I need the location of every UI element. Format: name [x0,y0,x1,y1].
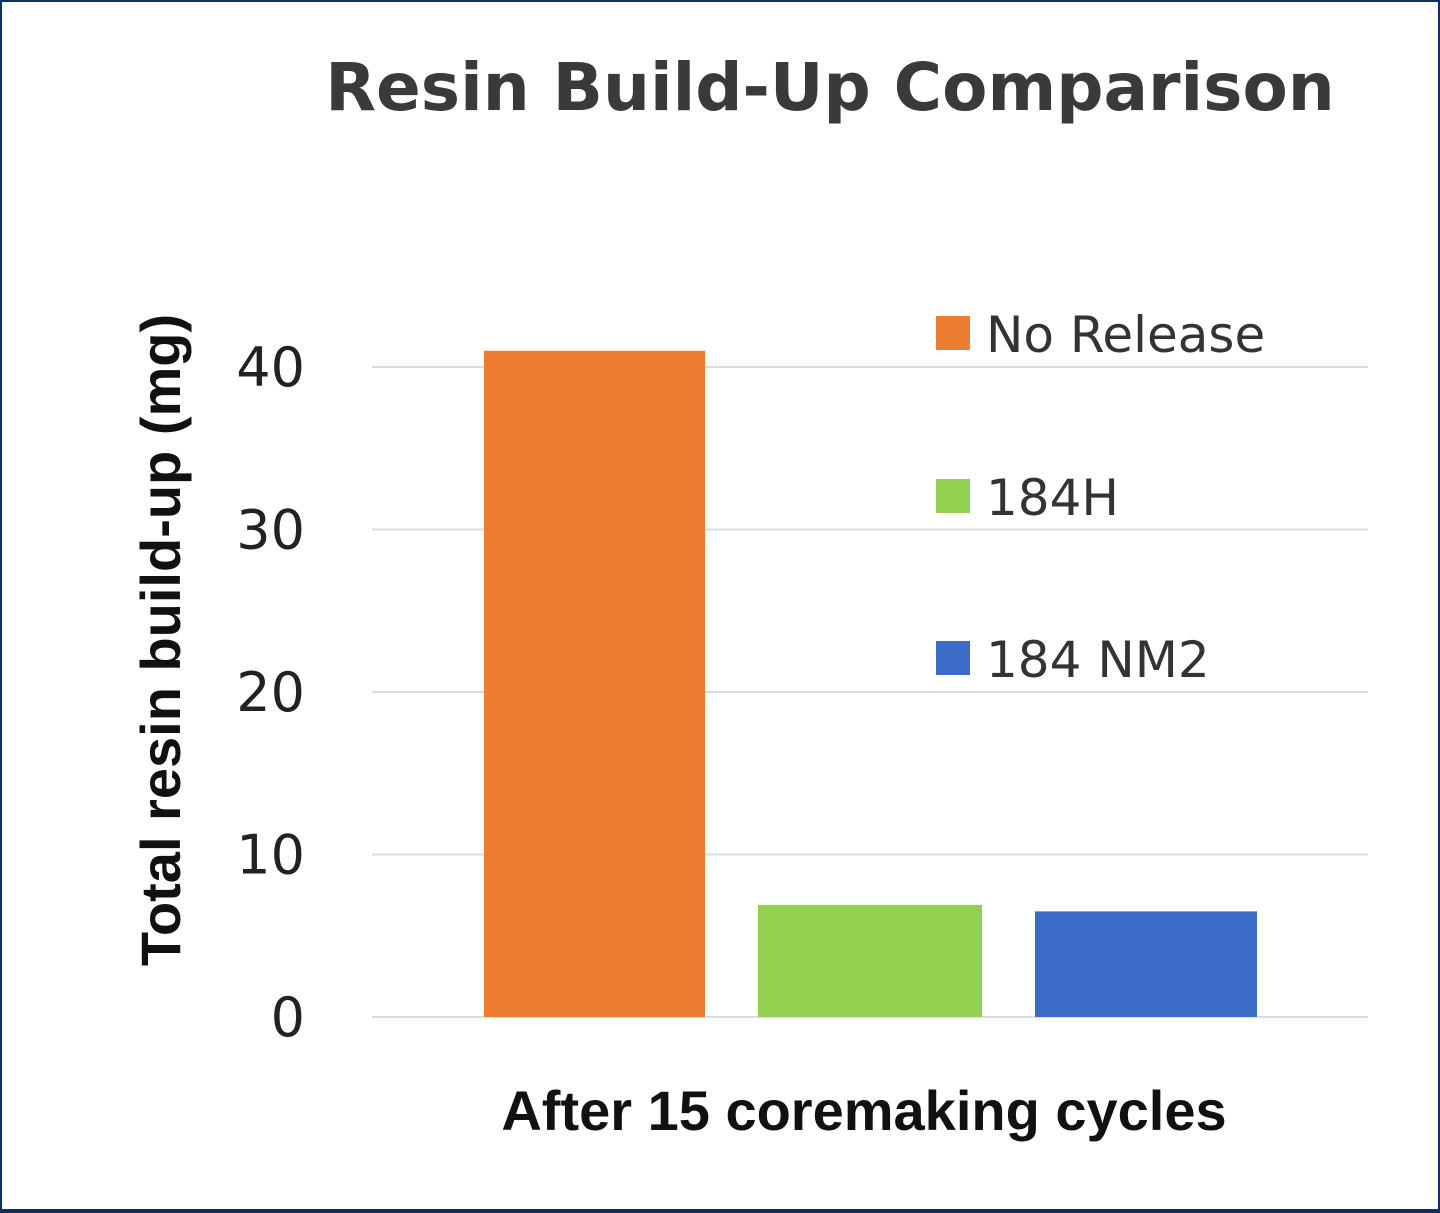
bar-184h [758,904,982,1017]
y-axis-label: Total resin build-up (mg) [129,314,192,966]
bar-no-release [484,350,705,1017]
x-axis-label: After 15 coremaking cycles [501,1079,1226,1142]
y-tick-label: 30 [236,499,305,562]
y-tick-label: 40 [236,336,305,399]
legend-label: 184 NM2 [986,631,1210,689]
legend-swatch [936,641,970,675]
legend-swatch [936,316,970,350]
legend-label: 184H [986,469,1119,527]
legend-label: No Release [986,306,1265,364]
y-tick-label: 10 [236,824,305,887]
y-tick-label: 20 [236,661,305,724]
chart-title: Resin Build-Up Comparison [325,49,1335,126]
bar-184-nm2 [1035,911,1257,1017]
y-tick-label: 0 [271,986,305,1049]
legend-swatch [936,479,970,513]
